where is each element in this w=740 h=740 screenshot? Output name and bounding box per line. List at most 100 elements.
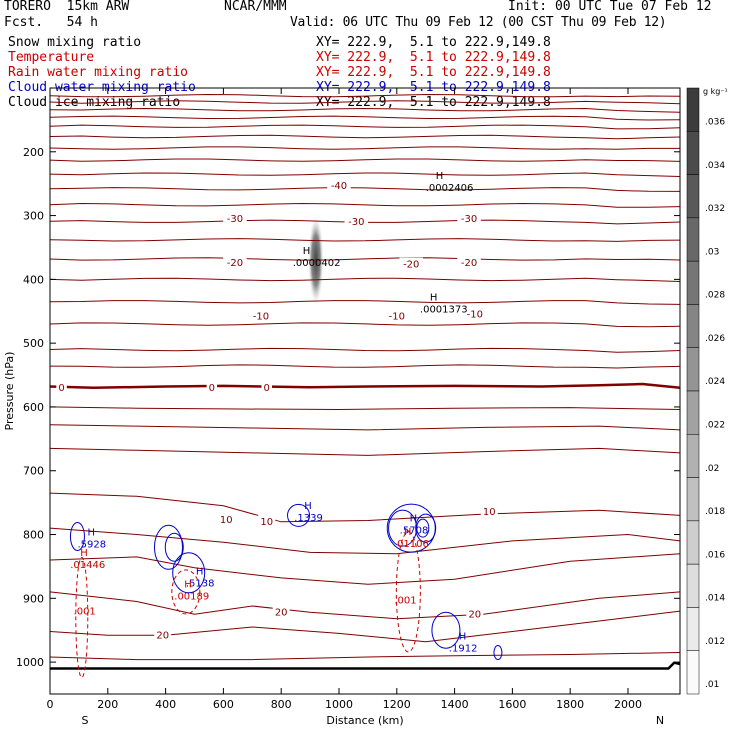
max-value: .5708 xyxy=(400,526,429,537)
field-cloudice-xy: XY= 222.9, 5.1 to 222.9,149.8 xyxy=(316,95,551,110)
isotherm-line xyxy=(49,591,681,620)
field-rain-name: Rain water mixing ratio xyxy=(8,65,189,80)
isotherm-line xyxy=(49,347,681,353)
isotherm-line xyxy=(49,100,681,105)
field-temperature-name: Temperature xyxy=(8,50,95,65)
isotherm-label: 20 xyxy=(275,607,288,618)
isotherm-label: -10 xyxy=(389,311,405,322)
isotherm-label-bg xyxy=(272,605,290,618)
isotherm-label-bg xyxy=(466,607,484,620)
colorbar-swatch xyxy=(686,304,700,348)
isotherm-label-bg xyxy=(385,309,409,322)
source-label: NCAR/MMM xyxy=(224,0,287,14)
max-marker: H xyxy=(430,292,438,303)
isotherm-line xyxy=(49,553,681,585)
max-marker: H xyxy=(459,632,467,643)
isotherm-label: -10 xyxy=(253,311,269,322)
x-tick-label: 600 xyxy=(213,698,234,711)
isotherm-label-bg xyxy=(327,179,351,192)
colorbar-tick-label: .01 xyxy=(705,680,719,690)
max-value: .0001373 xyxy=(420,304,468,315)
isotherm-line xyxy=(49,300,681,305)
cloud-water-contour xyxy=(153,524,183,570)
isotherm-label: -20 xyxy=(403,260,419,271)
x-tick-label: 1400 xyxy=(441,698,469,711)
max-value: .1912 xyxy=(449,644,478,655)
colorbar-tick-label: .036 xyxy=(705,117,725,127)
isotherm-label: -30 xyxy=(461,214,477,225)
colorbar-tick-label: .024 xyxy=(705,377,725,387)
colorbar-tick-label: .032 xyxy=(705,204,725,214)
colorbar-swatch xyxy=(686,563,700,608)
y-tick-label: 500 xyxy=(23,337,44,350)
isotherm-line xyxy=(49,406,681,411)
y-tick-label: 300 xyxy=(23,210,44,223)
colorbar-swatch xyxy=(686,260,700,305)
colorbar-swatch xyxy=(686,87,700,132)
colorbar-swatch xyxy=(686,520,700,565)
colorbar-tick-label: .026 xyxy=(705,334,725,344)
cloud-water-contour xyxy=(287,503,311,527)
isotherm-label-bg xyxy=(344,214,369,227)
isotherm-line xyxy=(49,134,681,140)
isotherm-label-bg xyxy=(258,514,276,527)
isotherm-label: -20 xyxy=(227,258,243,269)
x-tick-label: 400 xyxy=(155,698,176,711)
colorbar-swatch xyxy=(686,347,700,392)
colorbar-tick-label: .012 xyxy=(705,637,725,647)
isotherm-label: 20 xyxy=(156,630,169,641)
isotherm-line xyxy=(49,322,681,328)
max-value: .0000402 xyxy=(293,258,341,269)
max-marker: H xyxy=(184,579,192,590)
colorbar-swatch xyxy=(686,650,700,695)
colorbar-swatch xyxy=(686,390,700,435)
y-tick-label: 700 xyxy=(23,465,44,478)
north-label: N xyxy=(656,714,664,727)
colorbar-tick-label: .034 xyxy=(705,161,725,171)
colorbar-swatch xyxy=(686,434,700,478)
cloud-water-contour xyxy=(172,552,206,594)
cloud-water-contour xyxy=(164,532,184,562)
rain-water-contour xyxy=(395,531,421,653)
isotherm-label: -40 xyxy=(331,181,347,192)
isotherm-label-bg xyxy=(457,211,481,224)
isotherm-label: 0 xyxy=(264,383,270,394)
terrain-line xyxy=(50,661,681,670)
isotherm-label: -20 xyxy=(461,258,477,269)
x-tick-label: 800 xyxy=(271,698,292,711)
rain-water-contour xyxy=(171,569,201,615)
max-value: .5928 xyxy=(77,540,106,551)
isotherm-line xyxy=(49,257,681,261)
isotherm-label-bg xyxy=(217,512,235,525)
x-axis-label: Distance (km) xyxy=(326,714,403,727)
max-marker: H xyxy=(410,514,418,525)
isotherm-label: 10 xyxy=(260,517,273,528)
colorbar-tick-label: .028 xyxy=(705,291,725,301)
isotherm-label: 10 xyxy=(220,515,233,526)
field-rain-xy: XY= 222.9, 5.1 to 222.9,149.8 xyxy=(316,65,551,80)
colorbar-swatch xyxy=(686,217,700,262)
max-value: .00189 xyxy=(174,591,209,602)
y-tick-label: 200 xyxy=(23,146,44,159)
y-tick-label: 600 xyxy=(23,401,44,414)
isotherm-label-bg xyxy=(206,380,218,393)
isotherm-label-bg xyxy=(223,255,247,268)
isotherm-label-bg xyxy=(249,309,273,322)
plot-frame xyxy=(49,87,681,695)
isotherm-label-bg xyxy=(261,380,272,393)
max-value: .01446 xyxy=(70,560,105,571)
x-tick-label: 1800 xyxy=(556,698,584,711)
isotherm-line xyxy=(49,124,681,130)
y-axis-label: Pressure (hPa) xyxy=(3,352,16,431)
south-label: S xyxy=(82,714,89,727)
isotherm-line xyxy=(49,610,681,643)
field-snow-name: Snow mixing ratio xyxy=(8,35,142,50)
isotherm-label: 20 xyxy=(468,609,481,620)
cloud-water-contour xyxy=(69,521,85,551)
isotherm-line xyxy=(49,158,681,162)
colorbar-swatch xyxy=(686,131,700,175)
colorbar-swatch xyxy=(686,607,700,651)
x-tick-label: 1200 xyxy=(383,698,411,711)
cloud-water-contour xyxy=(415,513,437,543)
isotherm-label: -10 xyxy=(467,309,483,320)
